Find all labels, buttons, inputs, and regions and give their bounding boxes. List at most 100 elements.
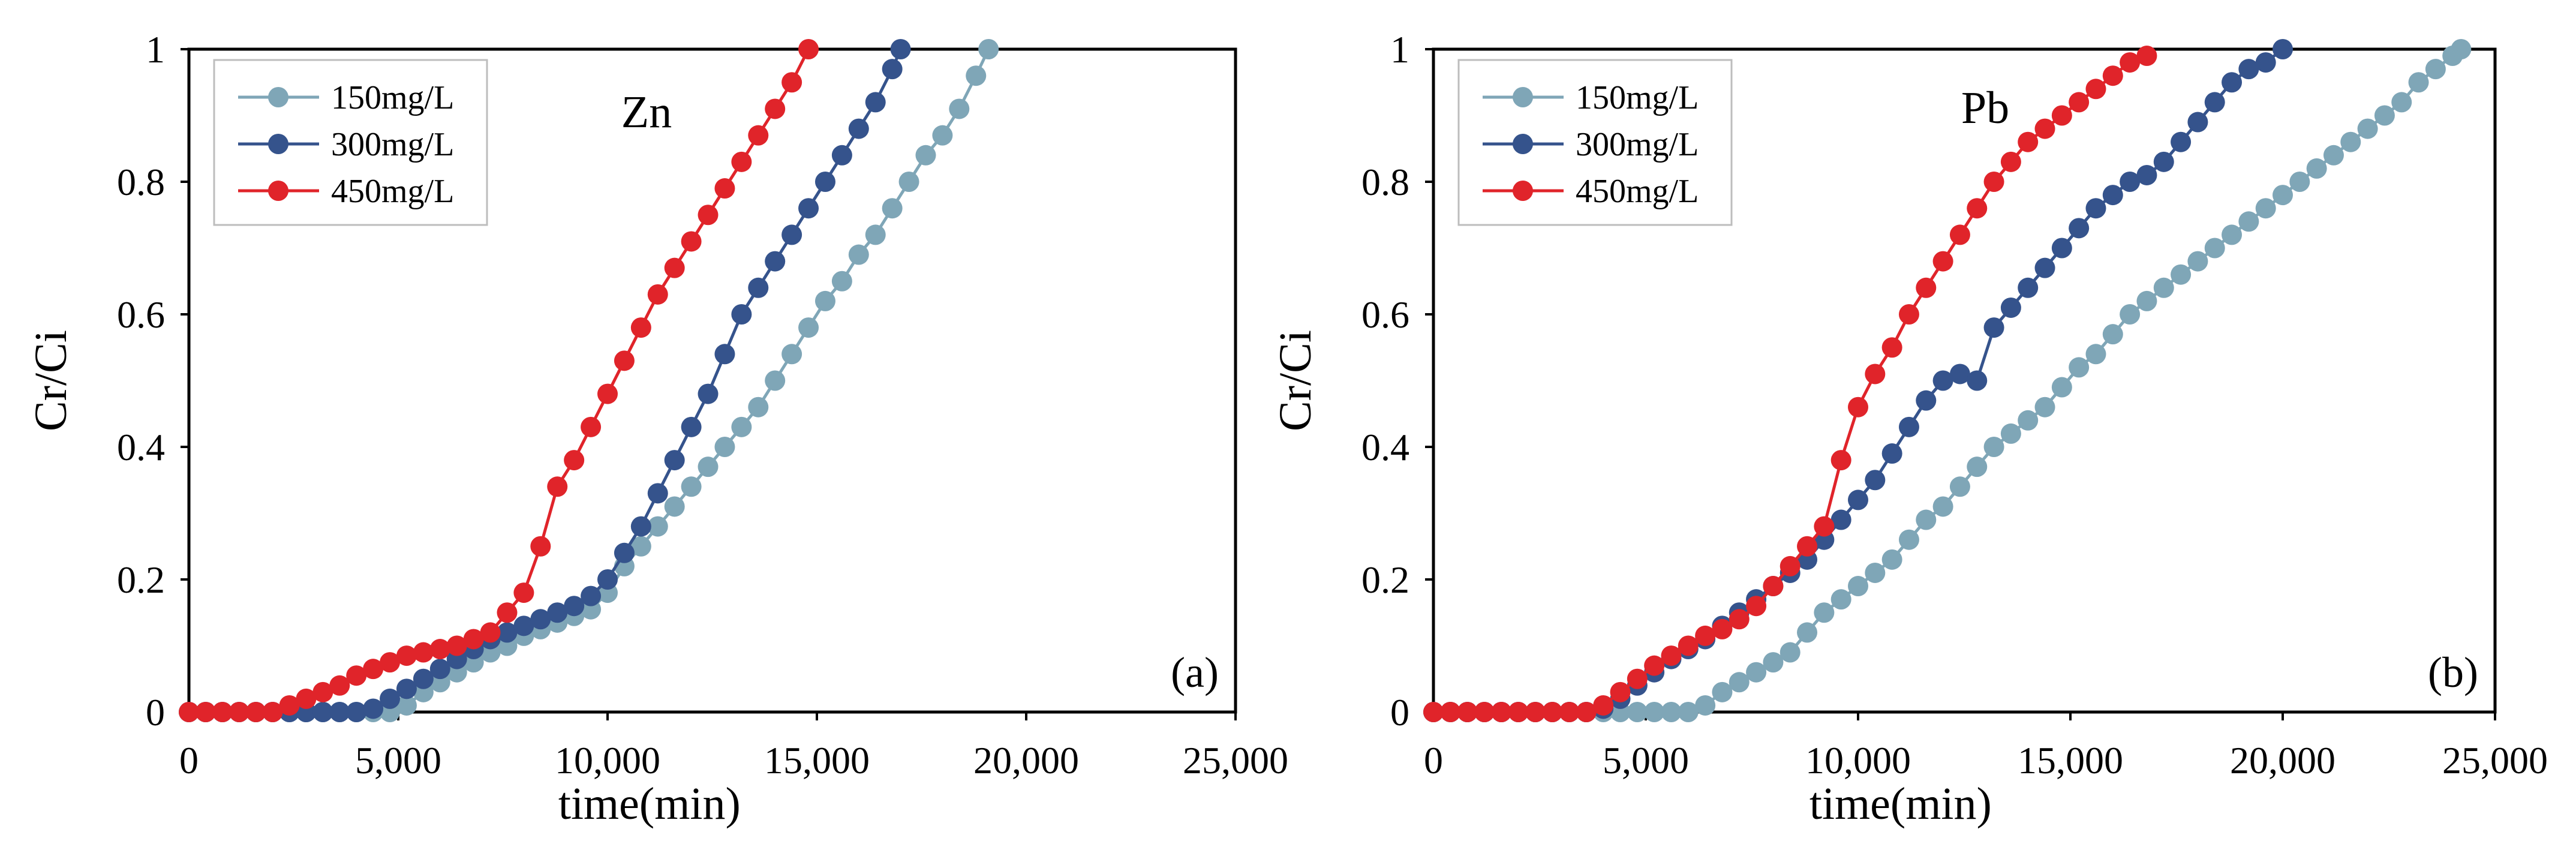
panel-b-series-300mgL-point	[2102, 185, 2123, 206]
panel-b-x-tick-label: 25,000	[2442, 739, 2548, 782]
panel-a-legend-label: 300mg/L	[331, 126, 454, 163]
panel-b-series-150mgL-point	[1848, 576, 1868, 597]
panel-a-series-450mgL-point	[463, 629, 484, 650]
panel-b-series-150mgL-point	[2357, 118, 2378, 139]
panel-a-series-300mgL-point	[698, 383, 719, 404]
panel-a-x-tick-label: 20,000	[973, 739, 1079, 782]
panel-b-series-150mgL-point	[2391, 92, 2412, 113]
panel-b-series-450mgL-point	[1830, 450, 1851, 471]
panel-a-series-450mgL-point	[413, 642, 434, 663]
panel-b-series-300mgL-point	[1830, 509, 1851, 530]
panel-a-plot-frame	[187, 47, 1237, 714]
panel-a-series-450mgL-point	[748, 125, 769, 146]
panel-a-series-450mgL-point	[798, 39, 819, 59]
panel-b-series-450mgL-point	[1848, 397, 1868, 418]
panel-a-series-450mgL-point	[597, 383, 618, 404]
panel-b-series-300mgL-point	[1967, 370, 1988, 391]
panel-b-series-150mgL-point	[2120, 304, 2141, 325]
panel-b-legend-label: 450mg/L	[1576, 173, 1699, 210]
panel-b-series-450mgL-point	[1576, 702, 1597, 722]
panel-b-series-150mgL-point	[1644, 702, 1665, 722]
panel-b-series-300mgL-point	[2255, 52, 2276, 73]
panel-a-series-450mgL-point	[630, 317, 651, 338]
panel-b-series-300mgL-point	[2034, 257, 2055, 278]
panel-b-series-150mgL-point	[1830, 589, 1851, 610]
panel-b-series-300mgL-point	[2238, 59, 2259, 80]
panel-b-series-150mgL-point	[2340, 131, 2361, 152]
panel-b-series-450mgL-point	[1967, 198, 1988, 219]
panel-a-series-150mgL-point	[748, 397, 769, 418]
panel-b-series-300mgL-point	[2222, 72, 2243, 93]
panel-b-series-450mgL-point	[1627, 668, 1648, 689]
panel-a-series-300mgL-point	[581, 585, 602, 606]
panel-a-metal-label: Zn	[621, 87, 672, 137]
panel-a-y-tick-label: 0.8	[117, 161, 165, 203]
panel-a-legend-label: 150mg/L	[331, 79, 454, 116]
panel-a-series-150mgL-point	[915, 145, 936, 166]
panel-a-series-450mgL-point	[380, 652, 401, 673]
panel-a-series-450mgL-point	[429, 639, 450, 660]
panel-b-series-450mgL-point	[2120, 52, 2141, 73]
panel-a-series-150mgL-point	[831, 271, 852, 292]
panel-b-series-150mgL-point	[1949, 476, 1970, 497]
panel-a-series-300mgL-point	[865, 92, 886, 113]
panel-a-series-450mgL-point	[212, 702, 233, 722]
panel-b-x-tick-label: 10,000	[1805, 739, 1911, 782]
panel-b-series-450mgL-point	[2136, 46, 2157, 67]
panel-b-series-150mgL-point	[2187, 251, 2208, 272]
panel-a-series-300mgL-point	[312, 702, 333, 722]
panel-a-series-300mgL-point	[497, 622, 518, 643]
panel-b-series-450mgL-point	[1678, 635, 1699, 656]
panel-b-series-300mgL-point	[2153, 151, 2174, 172]
panel-b-y-axis-title: Cr/Ci	[1270, 330, 1321, 431]
panel-a-y-tick-label: 0.4	[117, 426, 165, 468]
panel-b-series-150mgL-point	[1916, 509, 1937, 530]
panel-b-series-450mgL-point	[1457, 702, 1478, 722]
panel-b-series-450mgL-point	[1729, 609, 1750, 630]
panel-b-legend-label: 300mg/L	[1576, 126, 1699, 163]
panel-b-series-150mgL-point	[1695, 695, 1716, 716]
panel-a-y-tick-label: 0	[146, 691, 165, 734]
panel-a-x-tick-label: 25,000	[1183, 739, 1288, 782]
panel-b-series-150mgL-point	[1797, 622, 1818, 643]
panel-b-series-300mgL-point	[1949, 364, 1970, 385]
panel-a-legend-label: 450mg/L	[331, 173, 454, 210]
panel-b-series-150mgL-point	[2273, 185, 2293, 206]
panel-b-x-tick-label: 5,000	[1603, 739, 1689, 782]
panel-b-series-450mgL-point	[1898, 304, 1919, 325]
panel-a-series-450mgL-point	[312, 681, 333, 702]
panel-a-series-450mgL-point	[229, 702, 250, 722]
panel-a-series-300mgL-point	[781, 224, 802, 245]
panel-a-series-450mgL-point	[195, 702, 216, 722]
panel-a-series-300mgL-point	[547, 602, 568, 623]
panel-b-series-150mgL-point	[2306, 158, 2327, 179]
panel-b-series-450mgL-point	[1746, 596, 1767, 617]
panel-a-series-300mgL-point	[429, 659, 450, 680]
panel-a-legend: 150mg/L 300mg/L 450mg/L	[213, 59, 488, 226]
panel-b-series-150mgL-point	[1712, 681, 1733, 702]
panel-a-series-150mgL-point	[949, 98, 970, 119]
panel-b-chart: 0 5,000 10,000 15,000 20,000 25,000 0 0.2 0.4 0.6…	[1270, 28, 2548, 829]
panel-b-series-150mgL-point	[1661, 702, 1682, 722]
panel-a-chart: 0 5,000 10,000 15,000 20,000 25,000 0 0.2 0.4 0.6…	[26, 28, 1288, 829]
panel-b-series-300mgL-point	[2273, 39, 2293, 59]
panel-b-series-300mgL-point	[2000, 297, 2021, 318]
panel-a-series-450mgL-point	[530, 536, 551, 557]
panel-b-series-150mgL-point	[2018, 410, 2039, 431]
panel-a-series-450mgL-point	[497, 602, 518, 623]
panel-b-series-300mgL-point	[2136, 164, 2157, 185]
panel-a-x-tick-label: 15,000	[764, 739, 870, 782]
panel-b-series-450mgL-point	[2018, 131, 2039, 152]
panel-b-series-450mgL-point	[2051, 105, 2072, 126]
panel-a-series-450mgL-point	[614, 350, 635, 371]
panel-a-series-300mgL-point	[731, 304, 752, 325]
panel-b-series-450mgL-point	[1440, 702, 1461, 722]
panel-b-series-300mgL-point	[2171, 131, 2192, 152]
panel-b-series-150mgL-point	[2323, 145, 2344, 166]
panel-a-series-450mgL-point	[480, 622, 501, 643]
panel-b-series-150mgL-point	[2069, 357, 2090, 378]
panel-b-series-450mgL-point	[1865, 364, 1886, 385]
panel-b-series-150mgL-point	[2238, 211, 2259, 232]
panel-a-series-450mgL-point	[363, 659, 384, 680]
panel-b-series-450mgL-point	[1814, 516, 1835, 537]
